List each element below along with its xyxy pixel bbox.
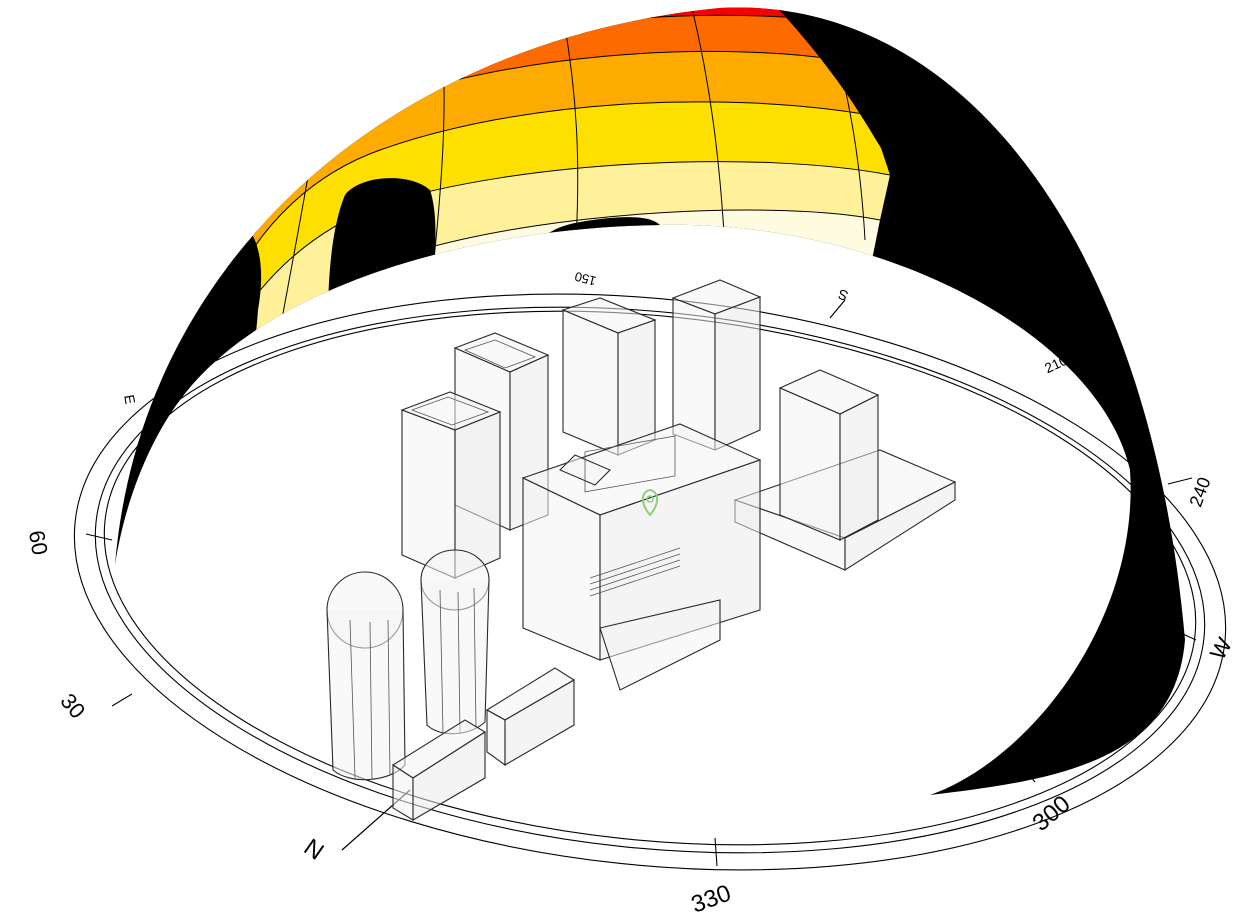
south-indicator-line xyxy=(829,299,846,319)
shadow-blob-1 xyxy=(328,178,436,360)
south-label: S xyxy=(836,286,850,304)
building-cylinder-left xyxy=(326,571,406,781)
map-pin-icon[interactable] xyxy=(641,488,659,517)
degree-label-60: 60 xyxy=(24,528,53,556)
building-tower-back-center xyxy=(561,297,657,456)
west-label: W xyxy=(1205,633,1237,664)
east-label: E xyxy=(121,393,138,405)
north-label: N xyxy=(299,834,329,866)
building-low-block-2 xyxy=(391,719,487,821)
degree-label-150: 150 xyxy=(573,269,598,289)
building-central-block xyxy=(521,423,762,691)
buildings xyxy=(326,279,957,821)
degree-label-240: 240 xyxy=(1185,474,1214,509)
degree-label-330: 330 xyxy=(688,880,735,919)
building-low-block-1 xyxy=(485,667,576,767)
building-tower-back-right xyxy=(671,279,762,451)
degree-label-300: 300 xyxy=(1027,790,1075,836)
degree-label-30: 30 xyxy=(55,689,90,724)
building-cylinder-right xyxy=(420,549,490,735)
building-right-complex xyxy=(733,369,957,572)
